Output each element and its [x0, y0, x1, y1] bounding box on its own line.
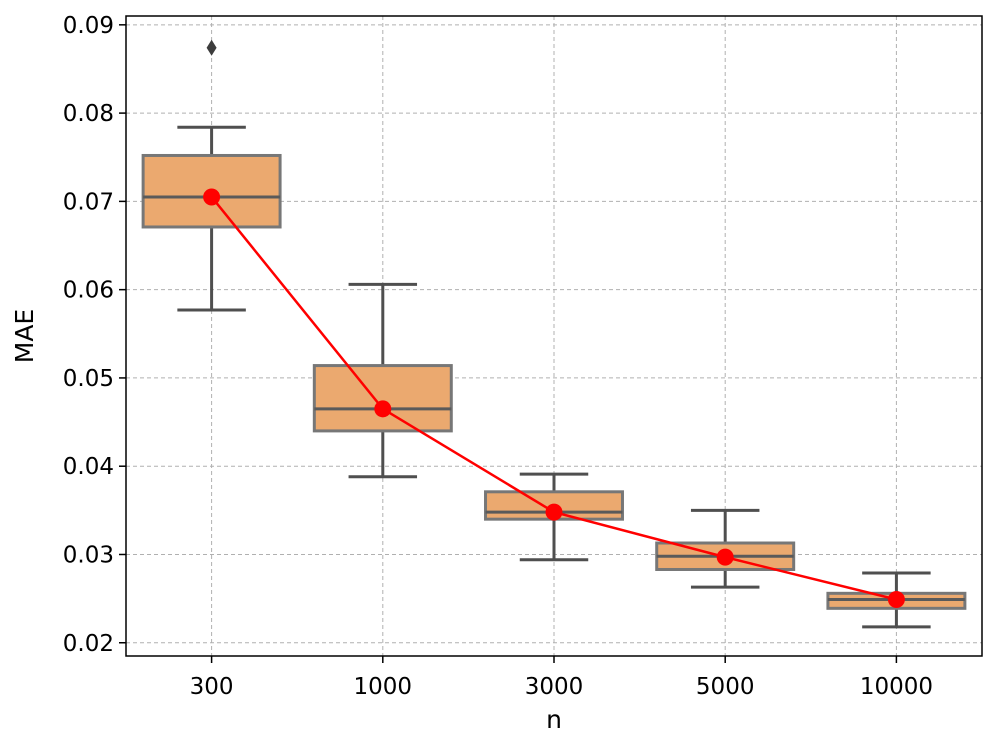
x-tick-label: 300	[190, 674, 234, 700]
mean-marker-5000	[716, 548, 734, 566]
y-axis-label: MAE	[10, 309, 39, 363]
y-tick-label: 0.02	[63, 631, 114, 657]
mean-marker-1000	[374, 400, 392, 418]
plot-frame	[125, 15, 983, 657]
mean-line-layer	[203, 188, 905, 609]
box-5000	[655, 508, 796, 589]
x-axis-label: n	[546, 705, 562, 734]
iqr-box	[141, 153, 282, 229]
mean-marker-10000	[887, 591, 905, 609]
axis-layer: 0.02 0.03 0.04 0.05 0.06 0.07 0.08 0.09 300 1000 3…	[63, 13, 983, 700]
y-tick-label: 0.07	[63, 189, 114, 215]
box-1000	[312, 282, 453, 479]
iqr-box	[312, 364, 453, 433]
y-tick-label: 0.06	[63, 278, 114, 304]
x-tick-label: 5000	[696, 674, 755, 700]
x-tick-label: 3000	[525, 674, 584, 700]
mean-marker-300	[203, 188, 221, 206]
outlier-marker	[206, 39, 217, 56]
y-tick-label: 0.04	[63, 454, 114, 480]
x-tick-label: 1000	[354, 674, 413, 700]
y-tick-label: 0.05	[63, 366, 114, 392]
y-tick-label: 0.03	[63, 542, 114, 568]
y-tick-label: 0.09	[63, 13, 114, 39]
mean-marker-3000	[545, 503, 563, 521]
y-tick-label: 0.08	[63, 101, 114, 127]
x-tick-label: 10000	[860, 674, 933, 700]
